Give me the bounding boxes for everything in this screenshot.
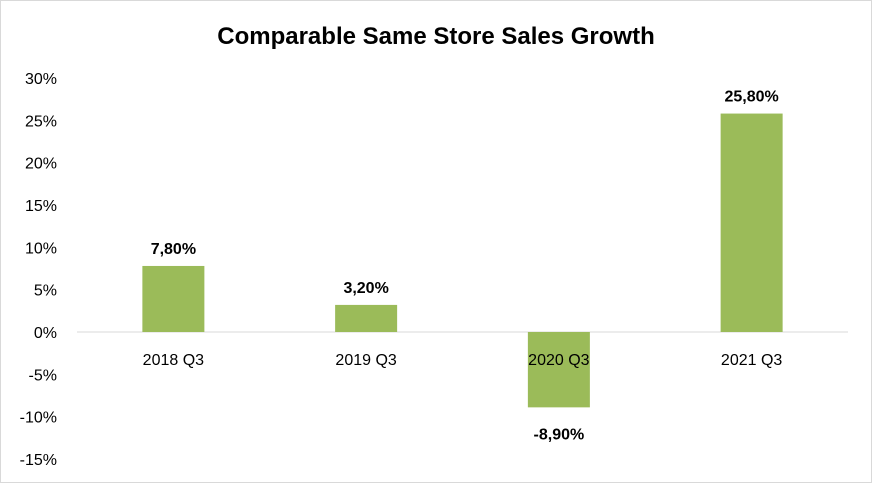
y-tick-label: 15%	[25, 198, 57, 215]
bar	[335, 304, 398, 332]
y-tick-label: -5%	[29, 367, 57, 384]
x-tick-label: 2018 Q3	[143, 352, 204, 369]
y-tick-label: -10%	[20, 410, 57, 427]
bar	[527, 332, 590, 408]
y-tick-label: 30%	[25, 71, 57, 88]
x-axis-categories: 2018 Q3 2019 Q3 2020 Q3 2021 Q3	[143, 352, 783, 369]
x-tick-label: 2021 Q3	[721, 352, 782, 369]
y-tick-label: 0%	[34, 325, 57, 342]
data-label: -8,90%	[534, 426, 585, 443]
bar	[720, 113, 783, 332]
x-tick-label: 2019 Q3	[335, 352, 396, 369]
data-label: 7,80%	[151, 241, 196, 258]
bar	[142, 265, 205, 332]
y-tick-label: 20%	[25, 156, 57, 173]
y-tick-label: 25%	[25, 113, 57, 130]
y-tick-label: 5%	[34, 283, 57, 300]
y-tick-label: 10%	[25, 240, 57, 257]
y-axis: 30% 25% 20% 15% 10% 5% 0% -5% -10% -15%	[20, 71, 57, 469]
x-tick-label: 2020 Q3	[528, 352, 589, 369]
y-tick-label: -15%	[20, 452, 57, 469]
data-label: 3,20%	[343, 280, 388, 297]
chart-title: Comparable Same Store Sales Growth	[217, 23, 654, 50]
data-labels: 7,80% 3,20% -8,90% 25,80%	[151, 89, 779, 444]
bar-series	[142, 113, 783, 408]
data-label: 25,80%	[724, 89, 778, 106]
